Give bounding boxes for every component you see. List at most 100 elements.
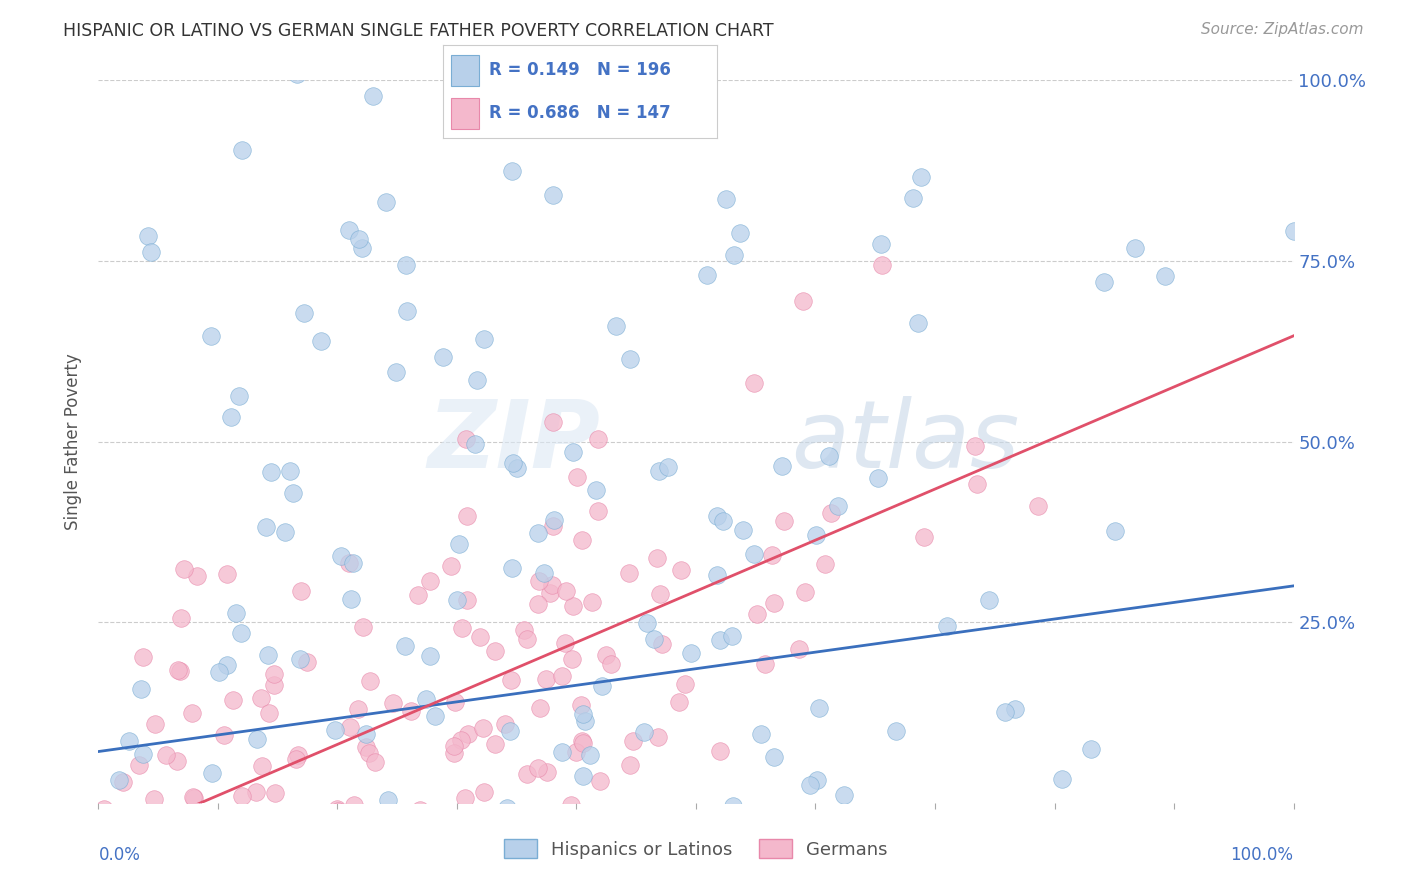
- Point: [231, 871, 253, 886]
- Point: [1104, 524, 1126, 539]
- Point: [617, 566, 640, 581]
- Point: [245, 785, 267, 799]
- Point: [636, 616, 658, 631]
- Point: [415, 692, 437, 706]
- Point: [374, 195, 396, 210]
- Point: [281, 486, 304, 500]
- Point: [464, 437, 486, 451]
- Point: [419, 574, 441, 589]
- Point: [406, 588, 429, 602]
- Point: [569, 698, 592, 713]
- Point: [633, 724, 655, 739]
- Point: [336, 836, 359, 850]
- Point: [446, 593, 468, 607]
- Point: [912, 530, 935, 544]
- Point: [868, 471, 890, 485]
- Point: [377, 792, 399, 806]
- Point: [589, 774, 612, 789]
- Point: [543, 513, 565, 527]
- Point: [169, 664, 191, 678]
- Point: [354, 740, 377, 755]
- Point: [231, 789, 253, 804]
- Point: [263, 667, 285, 681]
- Point: [239, 840, 262, 855]
- Point: [673, 677, 696, 691]
- Point: [711, 514, 734, 528]
- Point: [561, 445, 583, 459]
- Point: [1092, 275, 1115, 289]
- Point: [761, 548, 783, 562]
- Point: [342, 556, 364, 570]
- Point: [219, 409, 242, 424]
- Point: [763, 750, 786, 764]
- Point: [571, 821, 593, 835]
- Point: [742, 376, 765, 390]
- Point: [636, 833, 658, 847]
- Point: [326, 804, 349, 818]
- Point: [132, 747, 155, 761]
- Point: [599, 657, 621, 672]
- Point: [541, 415, 564, 429]
- Point: [454, 432, 477, 446]
- Point: [107, 772, 129, 787]
- Point: [799, 778, 821, 792]
- Point: [526, 526, 548, 541]
- Point: [571, 707, 593, 722]
- Point: [444, 694, 467, 708]
- Point: [292, 306, 315, 320]
- Point: [311, 334, 333, 349]
- Legend: Hispanics or Latinos, Germans: Hispanics or Latinos, Germans: [496, 832, 896, 866]
- Point: [337, 223, 360, 237]
- Point: [720, 846, 742, 860]
- Point: [645, 551, 668, 566]
- Point: [267, 844, 290, 858]
- Point: [794, 584, 817, 599]
- Point: [681, 646, 703, 660]
- Point: [287, 748, 309, 763]
- Point: [337, 556, 360, 570]
- Point: [357, 746, 380, 760]
- Point: [352, 620, 374, 634]
- Point: [832, 789, 855, 803]
- Point: [484, 737, 506, 751]
- Point: [195, 822, 218, 836]
- Point: [742, 547, 765, 561]
- Point: [215, 567, 238, 582]
- Point: [472, 332, 495, 346]
- Point: [409, 803, 432, 817]
- Y-axis label: Single Father Poverty: Single Father Poverty: [65, 353, 83, 530]
- Point: [254, 519, 277, 533]
- Point: [394, 258, 416, 272]
- Point: [131, 650, 153, 665]
- Point: [228, 389, 250, 403]
- Point: [572, 735, 595, 749]
- Point: [884, 723, 907, 738]
- Point: [657, 460, 679, 475]
- Point: [648, 464, 671, 478]
- Point: [910, 169, 932, 184]
- FancyBboxPatch shape: [451, 98, 478, 129]
- Point: [285, 67, 308, 81]
- Point: [565, 470, 588, 484]
- Point: [333, 826, 356, 840]
- Point: [543, 518, 565, 533]
- Point: [502, 866, 524, 880]
- FancyBboxPatch shape: [451, 55, 478, 86]
- Point: [401, 704, 423, 718]
- Point: [723, 248, 745, 262]
- Point: [472, 785, 495, 799]
- Point: [342, 797, 364, 812]
- Point: [787, 642, 810, 657]
- Point: [696, 268, 718, 282]
- Point: [222, 693, 245, 707]
- Point: [457, 727, 479, 741]
- Point: [200, 329, 222, 343]
- Point: [451, 621, 474, 635]
- Point: [716, 192, 738, 206]
- Point: [643, 632, 665, 647]
- Point: [994, 705, 1017, 719]
- Point: [496, 801, 519, 815]
- Point: [456, 593, 478, 607]
- Point: [155, 747, 177, 762]
- Point: [129, 682, 152, 697]
